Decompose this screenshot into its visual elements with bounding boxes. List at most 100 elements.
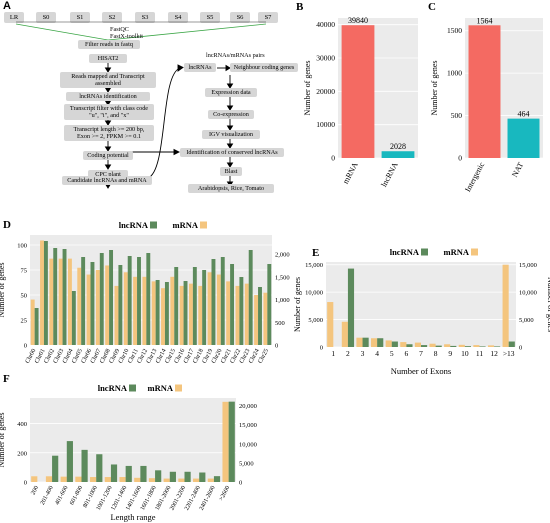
panel-f-xtick-label: >2600: [218, 485, 232, 502]
panel-c-ylabel: Number of genes: [430, 60, 439, 115]
panel-e-xtick-label: 4: [375, 349, 379, 358]
panel-d-ytick-right: 0: [275, 343, 278, 350]
panel-e-ytick-left: 0: [320, 345, 323, 352]
panel-e-xlabel: Number of Exons: [391, 366, 451, 376]
panel-e-legend-swatch-lncrna: [421, 248, 428, 256]
panel-f-ytick-right: 5,000: [239, 460, 254, 467]
panel-d-xtick-label: Chr07: [89, 348, 102, 365]
panel-d-ytick-right: 500: [275, 320, 285, 327]
panel-d-xtick-label: Chr18: [192, 348, 205, 365]
panel-f-bar-lncrna: [184, 471, 191, 482]
panel-d-xtick-label: Chr24: [247, 348, 260, 365]
panel-f-bar-lncrna: [155, 470, 162, 482]
panel-f-bar-mrna: [222, 401, 229, 482]
panel-f-bar-mrna: [31, 476, 38, 482]
panel-e-bar-mrna: [458, 344, 465, 347]
lane-lr: LR: [4, 12, 24, 23]
panel-b-ytick-label: 0: [331, 154, 335, 163]
panel-d-ytick-right: 1,500: [275, 274, 290, 281]
panel-e-bar-mrna: [473, 345, 480, 347]
panel-d-bar-mrna: [95, 270, 100, 345]
panel-e-ytick-right: 0: [519, 345, 522, 352]
panel-label-d: D: [3, 219, 11, 231]
panel-e-bar-mrna: [444, 344, 451, 347]
panel-e-xtick-label: 2: [346, 349, 350, 358]
panel-d-ytick-left: 50: [21, 293, 28, 300]
panel-d-bar-mrna: [105, 265, 110, 345]
panel-e-bar-mrna: [487, 345, 495, 347]
panel-c-xtick-label: NAT: [510, 161, 525, 179]
panel-f-bar-mrna: [104, 477, 111, 482]
panel-f-bar-lncrna: [110, 464, 118, 482]
step-candidate-lncrnas: Candidate lncRNAs and mRNA: [62, 176, 152, 185]
step-filter-reads: Filter reads in fastq: [78, 40, 140, 49]
panel-d-xtick-label: Chr03: [52, 348, 65, 365]
panel-e-ytick-right: 5,000: [519, 317, 534, 324]
panel-d-ytick-left: 75: [21, 268, 28, 275]
panel-d-bar-mrna: [235, 285, 240, 345]
panel-d-ytick-right: 2,000: [275, 252, 290, 259]
step-hisat2: HISAT2: [89, 54, 127, 63]
panel-f-legend-mrna: mRNA: [148, 383, 174, 393]
panel-f-bar-lncrna: [213, 476, 221, 482]
panel-b-ytick-label: 20000: [316, 87, 335, 96]
panel-f-bar-lncrna: [96, 454, 103, 482]
panel-d-bar-mrna: [58, 258, 63, 345]
panel-d-xtick-label: Chr01: [33, 348, 46, 365]
panel-f-bar-mrna: [207, 478, 214, 482]
panel-d-bar-mrna: [263, 292, 268, 345]
panel-d-xtick-label: Chr23: [238, 348, 251, 365]
panel-d-bar-mrna: [49, 258, 54, 345]
panel-d-legend-swatch-lncrna: [150, 221, 157, 229]
panel-d-xtick-label: Chr10: [117, 348, 130, 365]
panel-c-data-label: 464: [518, 110, 530, 119]
panel-c-ytick-label: 1000: [447, 69, 462, 78]
panel-f-ytick-left: 200: [17, 450, 27, 457]
flowchart-panel: A LR S0 S1 S2 S3 S4 S5 S6 S7 FastQC FastX-toolki…: [0, 0, 300, 193]
panel-e-xtick-label: 9: [448, 349, 452, 358]
step-coding-potential: Coding potential: [83, 151, 133, 160]
panel-d-legend-mrna: mRNA: [173, 220, 199, 230]
panel-b-plot-bg: [338, 18, 418, 158]
panel-e-bar-mrna: [327, 302, 334, 347]
panel-e-xtick-label: 1: [331, 349, 335, 358]
panel-f-bar-mrna: [178, 478, 185, 482]
panel-d-bar-mrna: [123, 272, 128, 345]
panel-c-xtick-label: Intergenic: [463, 160, 486, 193]
panel-d-bar-lncrna: [248, 250, 253, 345]
panel-label-a: A: [3, 0, 11, 12]
lane-s2: S2: [102, 12, 122, 23]
panel-d-bar-mrna: [216, 274, 221, 345]
panel-f-ylabel: Number of genes: [0, 412, 6, 467]
panel-f-bar-lncrna: [52, 455, 59, 482]
panel-c-data-label: 1564: [477, 16, 493, 25]
panel-d-xtick-label: Chr25: [257, 348, 270, 365]
panel-d-bar-lncrna: [127, 256, 132, 345]
panel-e-ytick-right: 10,000: [519, 290, 537, 297]
panel-d-bar-lncrna: [53, 248, 58, 345]
panel-e-xtick-label: 3: [361, 349, 365, 358]
panel-e-bar-lncrna: [377, 338, 384, 347]
panel-d-bar-lncrna: [155, 280, 160, 345]
panel-d-xtick-label: Chr11: [126, 348, 139, 365]
panel-d-xtick-label: Chr21: [219, 348, 232, 365]
panel-b-data-label: 39840: [348, 16, 368, 25]
panel-e-bar-mrna: [371, 338, 378, 347]
panel-e-xtick-label: >13: [503, 349, 515, 358]
panel-f-xtick-label: 1001-1200: [95, 485, 114, 512]
panel-e-xtick-label: 12: [490, 349, 498, 358]
panel-e-ylabel-right: Number of genes: [546, 277, 550, 332]
panel-d-xtick-label: Chr22: [229, 348, 242, 365]
panel-f-xtick-label: 201-400: [39, 485, 55, 506]
panel-e-xtick-label: 7: [419, 349, 423, 358]
panel-d-xtick-label: Chr12: [136, 348, 149, 365]
panel-d-bar-lncrna: [81, 257, 86, 345]
panel-e-ytick-left: 5,000: [308, 317, 323, 324]
panel-d-bar-lncrna: [118, 265, 123, 345]
funnel-right-line: [107, 23, 267, 41]
panel-e-xtick-label: 5: [390, 349, 394, 358]
panel-f-xtick-label: 2001-2200: [168, 485, 187, 512]
panel-label-c: C: [428, 1, 436, 13]
panel-d-bar-mrna: [30, 299, 35, 345]
panel-e-bar-mrna: [400, 342, 407, 347]
